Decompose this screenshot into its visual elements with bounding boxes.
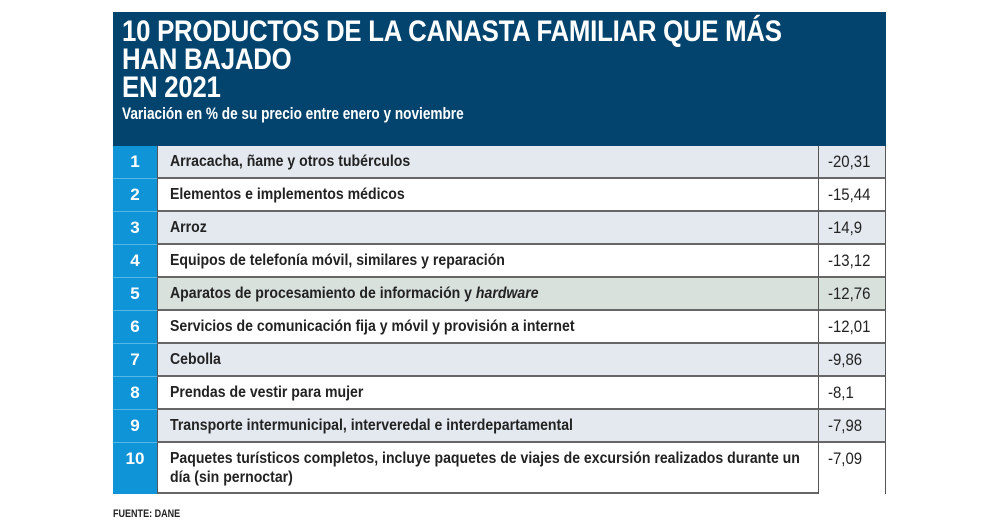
- value-text: -12,01: [828, 317, 871, 336]
- title-line-2: HAN BAJADO: [122, 43, 292, 76]
- rank-cell: 6: [113, 311, 157, 344]
- product-cell: Equipos de telefonía móvil, similares y …: [157, 245, 818, 278]
- product-label-text: Aparatos de procesamiento de información…: [170, 285, 476, 302]
- table-row: 7 Cebolla -9,86: [113, 344, 886, 377]
- title-line-3: EN 2021: [122, 71, 221, 104]
- table-row: 2 Elementos e implementos médicos -15,44: [113, 179, 886, 212]
- value-text: -12,76: [828, 284, 871, 303]
- value-text: -7,09: [828, 449, 863, 468]
- product-label-italic: hardware: [475, 285, 539, 302]
- products-table: 1 Arracacha, ñame y otros tubérculos -20…: [113, 146, 886, 494]
- product-cell: Aparatos de procesamiento de información…: [157, 278, 818, 311]
- rank-cell: 4: [113, 245, 157, 278]
- table-row: 1 Arracacha, ñame y otros tubérculos -20…: [113, 146, 886, 179]
- value-text: -20,31: [828, 152, 871, 171]
- value-text: -14,9: [828, 218, 863, 237]
- product-label: Servicios de comunicación fija y móvil y…: [170, 318, 575, 335]
- value-cell: -9,86: [818, 344, 886, 377]
- product-cell: Arracacha, ñame y otros tubérculos: [157, 146, 818, 179]
- rank-cell: 3: [113, 212, 157, 245]
- value-text: -9,86: [828, 350, 863, 369]
- value-cell: -7,09: [818, 443, 886, 494]
- rank-cell: 10: [113, 443, 157, 494]
- value-cell: -12,01: [818, 311, 886, 344]
- rank-cell: 5: [113, 278, 157, 311]
- source-note: FUENTE: DANE: [113, 508, 181, 520]
- table-row: 9 Transporte intermunicipal, intervereda…: [113, 410, 886, 443]
- page-title: 10 PRODUCTOS DE LA CANASTA FAMILIAR QUE …: [122, 15, 782, 104]
- product-cell: Prendas de vestir para mujer: [157, 377, 818, 410]
- subtitle: Variación en % de su precio entre enero …: [122, 104, 464, 123]
- product-label: Transporte intermunicipal, interveredal …: [170, 417, 573, 434]
- product-label: Equipos de telefonía móvil, similares y …: [170, 252, 505, 269]
- product-cell: Paquetes turísticos completos, incluye p…: [157, 443, 818, 494]
- value-cell: -14,9: [818, 212, 886, 245]
- product-label: Prendas de vestir para mujer: [170, 384, 364, 401]
- value-text: -15,44: [828, 185, 871, 204]
- value-cell: -13,12: [818, 245, 886, 278]
- product-label: Aparatos de procesamiento de información…: [170, 284, 740, 303]
- product-label: Arracacha, ñame y otros tubérculos: [170, 153, 411, 170]
- product-label: Cebolla: [170, 351, 221, 368]
- table-header: 10 PRODUCTOS DE LA CANASTA FAMILIAR QUE …: [113, 12, 886, 146]
- product-cell: Servicios de comunicación fija y móvil y…: [157, 311, 818, 344]
- product-label: Arroz: [170, 219, 207, 236]
- value-cell: -15,44: [818, 179, 886, 212]
- table-row: 8 Prendas de vestir para mujer -8,1: [113, 377, 886, 410]
- value-text: -8,1: [828, 383, 854, 402]
- value-cell: -12,76: [818, 278, 886, 311]
- table-row: 3 Arroz -14,9: [113, 212, 886, 245]
- table-row: 5 Aparatos de procesamiento de informaci…: [113, 278, 886, 311]
- product-cell: Transporte intermunicipal, interveredal …: [157, 410, 818, 443]
- value-text: -7,98: [828, 416, 863, 435]
- title-line-1: 10 PRODUCTOS DE LA CANASTA FAMILIAR QUE …: [122, 15, 782, 48]
- product-label: Elementos e implementos médicos: [170, 186, 405, 203]
- product-cell: Elementos e implementos médicos: [157, 179, 818, 212]
- table-row: 4 Equipos de telefonía móvil, similares …: [113, 245, 886, 278]
- rank-cell: 9: [113, 410, 157, 443]
- table-row: 6 Servicios de comunicación fija y móvil…: [113, 311, 886, 344]
- rank-cell: 1: [113, 146, 157, 179]
- rank-cell: 2: [113, 179, 157, 212]
- rank-cell: 8: [113, 377, 157, 410]
- table-row: 10 Paquetes turísticos completos, incluy…: [113, 443, 886, 494]
- product-label: Paquetes turísticos completos, incluye p…: [170, 450, 800, 486]
- product-cell: Arroz: [157, 212, 818, 245]
- value-cell: -8,1: [818, 377, 886, 410]
- rank-cell: 7: [113, 344, 157, 377]
- value-cell: -20,31: [818, 146, 886, 179]
- value-cell: -7,98: [818, 410, 886, 443]
- product-cell: Cebolla: [157, 344, 818, 377]
- value-text: -13,12: [828, 251, 871, 270]
